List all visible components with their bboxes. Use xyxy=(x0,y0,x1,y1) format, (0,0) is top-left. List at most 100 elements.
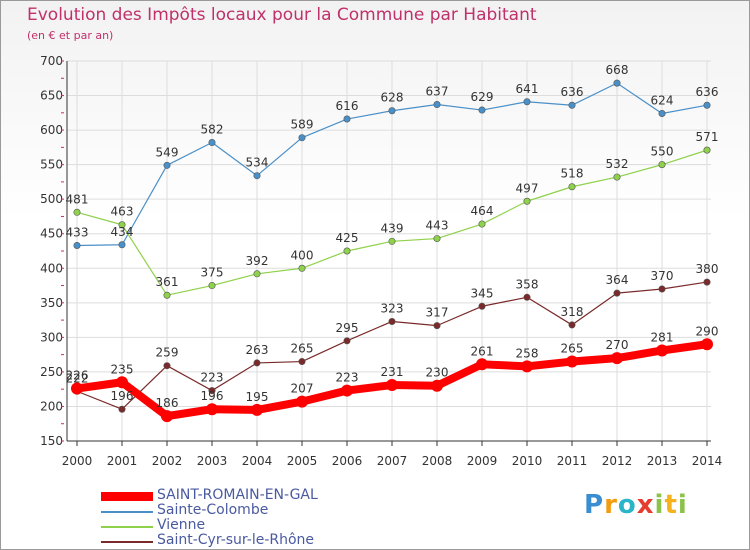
data-label: 361 xyxy=(156,275,179,289)
data-label: 463 xyxy=(111,205,134,219)
data-point xyxy=(163,291,171,299)
data-point xyxy=(118,405,126,413)
data-label: 636 xyxy=(561,85,584,99)
data-label: 323 xyxy=(381,301,404,315)
data-label: 223 xyxy=(201,371,224,385)
data-point xyxy=(566,355,578,368)
data-label: 186 xyxy=(156,396,179,410)
data-point xyxy=(208,282,216,290)
chart-title: Evolution des Impôts locaux pour la Comm… xyxy=(27,5,537,25)
data-point xyxy=(341,384,353,397)
y-tick-label: 550 xyxy=(40,158,63,172)
y-tick-label: 500 xyxy=(40,192,63,206)
data-label: 231 xyxy=(381,365,404,379)
data-label: 196 xyxy=(201,389,224,403)
data-point xyxy=(343,337,351,345)
data-point xyxy=(523,197,531,205)
x-tick-label: 2012 xyxy=(602,454,633,468)
data-label: 443 xyxy=(426,219,449,233)
data-label: 317 xyxy=(426,306,449,320)
data-point xyxy=(388,107,396,115)
x-tick-label: 2011 xyxy=(557,454,588,468)
data-point xyxy=(298,358,306,366)
data-point xyxy=(523,98,531,106)
data-label: 230 xyxy=(426,366,449,380)
legend-label: Sainte-Colombe xyxy=(157,502,269,518)
data-point xyxy=(253,359,261,367)
data-point xyxy=(568,321,576,329)
data-point xyxy=(298,264,306,272)
data-label: 641 xyxy=(516,82,539,96)
data-label: 589 xyxy=(291,118,314,132)
data-label: 616 xyxy=(336,99,359,113)
x-tick-label: 2014 xyxy=(692,454,723,468)
data-label: 380 xyxy=(696,262,719,276)
legend-swatch xyxy=(101,492,153,501)
data-point xyxy=(118,221,126,229)
data-point xyxy=(163,161,171,169)
data-label: 259 xyxy=(156,346,179,360)
data-label: 370 xyxy=(651,269,674,283)
proxiti-logo: Proxiti xyxy=(584,490,688,520)
x-tick-label: 2008 xyxy=(422,454,453,468)
x-tick-label: 2009 xyxy=(467,454,498,468)
data-point xyxy=(658,285,666,293)
data-point xyxy=(703,146,711,154)
legend-label: SAINT-ROMAIN-EN-GAL xyxy=(157,487,318,503)
y-tick-label: 200 xyxy=(40,399,63,413)
data-label: 464 xyxy=(471,204,494,218)
data-point xyxy=(611,352,623,365)
x-tick-label: 2004 xyxy=(242,454,273,468)
data-label: 549 xyxy=(156,145,179,159)
data-point xyxy=(296,395,308,408)
x-tick-label: 2007 xyxy=(377,454,408,468)
data-point xyxy=(73,241,81,249)
data-point xyxy=(658,110,666,118)
data-point xyxy=(343,247,351,255)
data-point xyxy=(343,115,351,123)
y-tick-label: 650 xyxy=(40,89,63,103)
data-label: 196 xyxy=(111,389,134,403)
data-label: 270 xyxy=(606,338,629,352)
data-label: 318 xyxy=(561,305,584,319)
data-label: 207 xyxy=(291,382,314,396)
data-label: 518 xyxy=(561,167,584,181)
data-label: 235 xyxy=(111,362,134,376)
data-label: 550 xyxy=(651,145,674,159)
data-point xyxy=(568,101,576,109)
data-label: 258 xyxy=(516,346,539,360)
data-label: 439 xyxy=(381,221,404,235)
data-point xyxy=(73,208,81,216)
data-point xyxy=(71,382,83,395)
data-point xyxy=(478,106,486,114)
data-label: 375 xyxy=(201,266,224,280)
data-label: 392 xyxy=(246,254,269,268)
data-point xyxy=(613,289,621,297)
data-label: 195 xyxy=(246,390,269,404)
data-point xyxy=(208,139,216,147)
data-point xyxy=(521,360,533,373)
data-point xyxy=(701,338,713,351)
data-point xyxy=(476,358,488,371)
data-point xyxy=(388,317,396,325)
data-label: 223 xyxy=(336,371,359,385)
data-label: 637 xyxy=(426,85,449,99)
data-point xyxy=(478,220,486,228)
data-label: 434 xyxy=(111,225,134,239)
x-tick-label: 2000 xyxy=(62,454,93,468)
data-point xyxy=(523,293,531,301)
data-point xyxy=(386,379,398,392)
data-label: 636 xyxy=(696,85,719,99)
data-point xyxy=(298,134,306,142)
data-label: 263 xyxy=(246,343,269,357)
data-label: 534 xyxy=(246,156,269,170)
data-point xyxy=(253,172,261,180)
data-label: 265 xyxy=(291,342,314,356)
data-point xyxy=(433,235,441,243)
data-point xyxy=(703,278,711,286)
y-tick-label: 700 xyxy=(40,54,63,68)
data-label: 345 xyxy=(471,286,494,300)
legend-swatch xyxy=(101,511,153,513)
